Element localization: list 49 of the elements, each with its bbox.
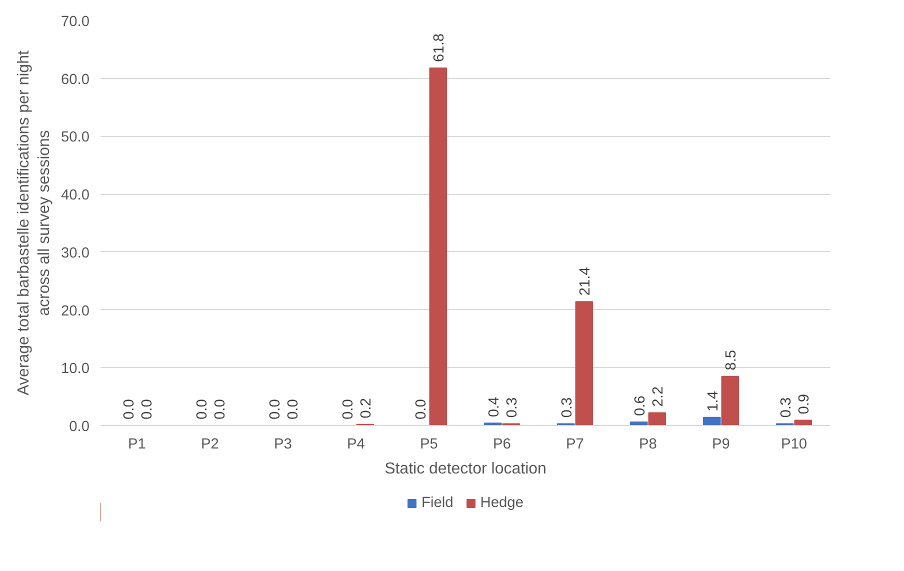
y-tick-label: 20.0 [60, 303, 90, 320]
y-tick-label: 40.0 [60, 188, 90, 204]
data-label: 0.0 [121, 399, 138, 420]
data-label: 0.0 [212, 399, 229, 420]
y-tick-label: 30.0 [60, 245, 90, 262]
bar [630, 422, 648, 426]
data-label: 0.3 [778, 397, 794, 418]
x-tick-label: P3 [274, 436, 292, 452]
data-label: 0.3 [504, 397, 521, 418]
y-tick-label: 60.0 [60, 72, 90, 88]
data-label: 0.9 [796, 394, 813, 414]
legend-label: Hedge [480, 495, 524, 511]
data-label: 21.4 [578, 267, 594, 296]
data-label: 0.6 [632, 396, 648, 416]
y-tick-label: 10.0 [60, 361, 90, 378]
x-tick-label: P1 [128, 436, 146, 452]
bar [648, 412, 666, 426]
bar [484, 422, 502, 426]
data-label: 0.2 [358, 398, 375, 418]
bar [429, 67, 448, 426]
x-tick-label: P5 [420, 436, 438, 452]
data-label: 1.4 [705, 391, 722, 412]
data-label: 0.0 [413, 399, 430, 420]
data-label: 0.4 [486, 396, 502, 418]
bar [575, 301, 594, 426]
data-label: 0.0 [140, 399, 156, 420]
data-label: 2.2 [650, 386, 667, 407]
x-tick-label: P8 [639, 436, 657, 452]
bar [702, 416, 721, 426]
legend-label: Field [422, 495, 454, 511]
bar [721, 376, 740, 426]
data-label: 0.3 [559, 397, 576, 418]
x-tick-label: P4 [347, 436, 365, 452]
x-tick-label: P10 [780, 436, 808, 452]
data-label: 0.0 [194, 399, 210, 420]
x-tick-label: P2 [201, 436, 219, 452]
y-tick-label: 70.0 [60, 14, 90, 30]
data-label: 0.0 [340, 399, 356, 420]
x-tick-label: P7 [566, 436, 584, 452]
data-label: 0.0 [267, 399, 284, 420]
data-label: 61.8 [432, 33, 448, 62]
data-label: 8.5 [724, 350, 740, 370]
x-axis-title: Static detector location [384, 460, 546, 478]
y-axis-title: Average total barbastelle identifications per night across all survey sessions [16, 50, 53, 396]
y-tick-label: 50.0 [60, 130, 90, 146]
data-label: 0.0 [286, 399, 302, 420]
x-tick-label: P6 [493, 436, 511, 452]
x-tick-label: P9 [712, 436, 730, 452]
y-tick-label: 0.0 [69, 419, 90, 435]
